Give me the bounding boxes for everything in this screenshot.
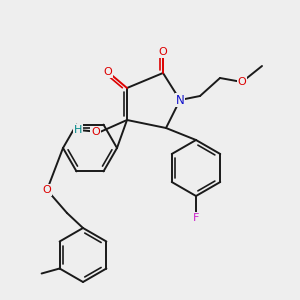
Text: N: N [176, 94, 184, 106]
Text: O: O [238, 77, 246, 87]
Text: O: O [103, 67, 112, 77]
Text: H: H [74, 125, 82, 135]
Text: F: F [193, 213, 199, 223]
Text: O: O [91, 127, 100, 137]
Text: O: O [159, 47, 167, 57]
Text: O: O [43, 185, 51, 195]
